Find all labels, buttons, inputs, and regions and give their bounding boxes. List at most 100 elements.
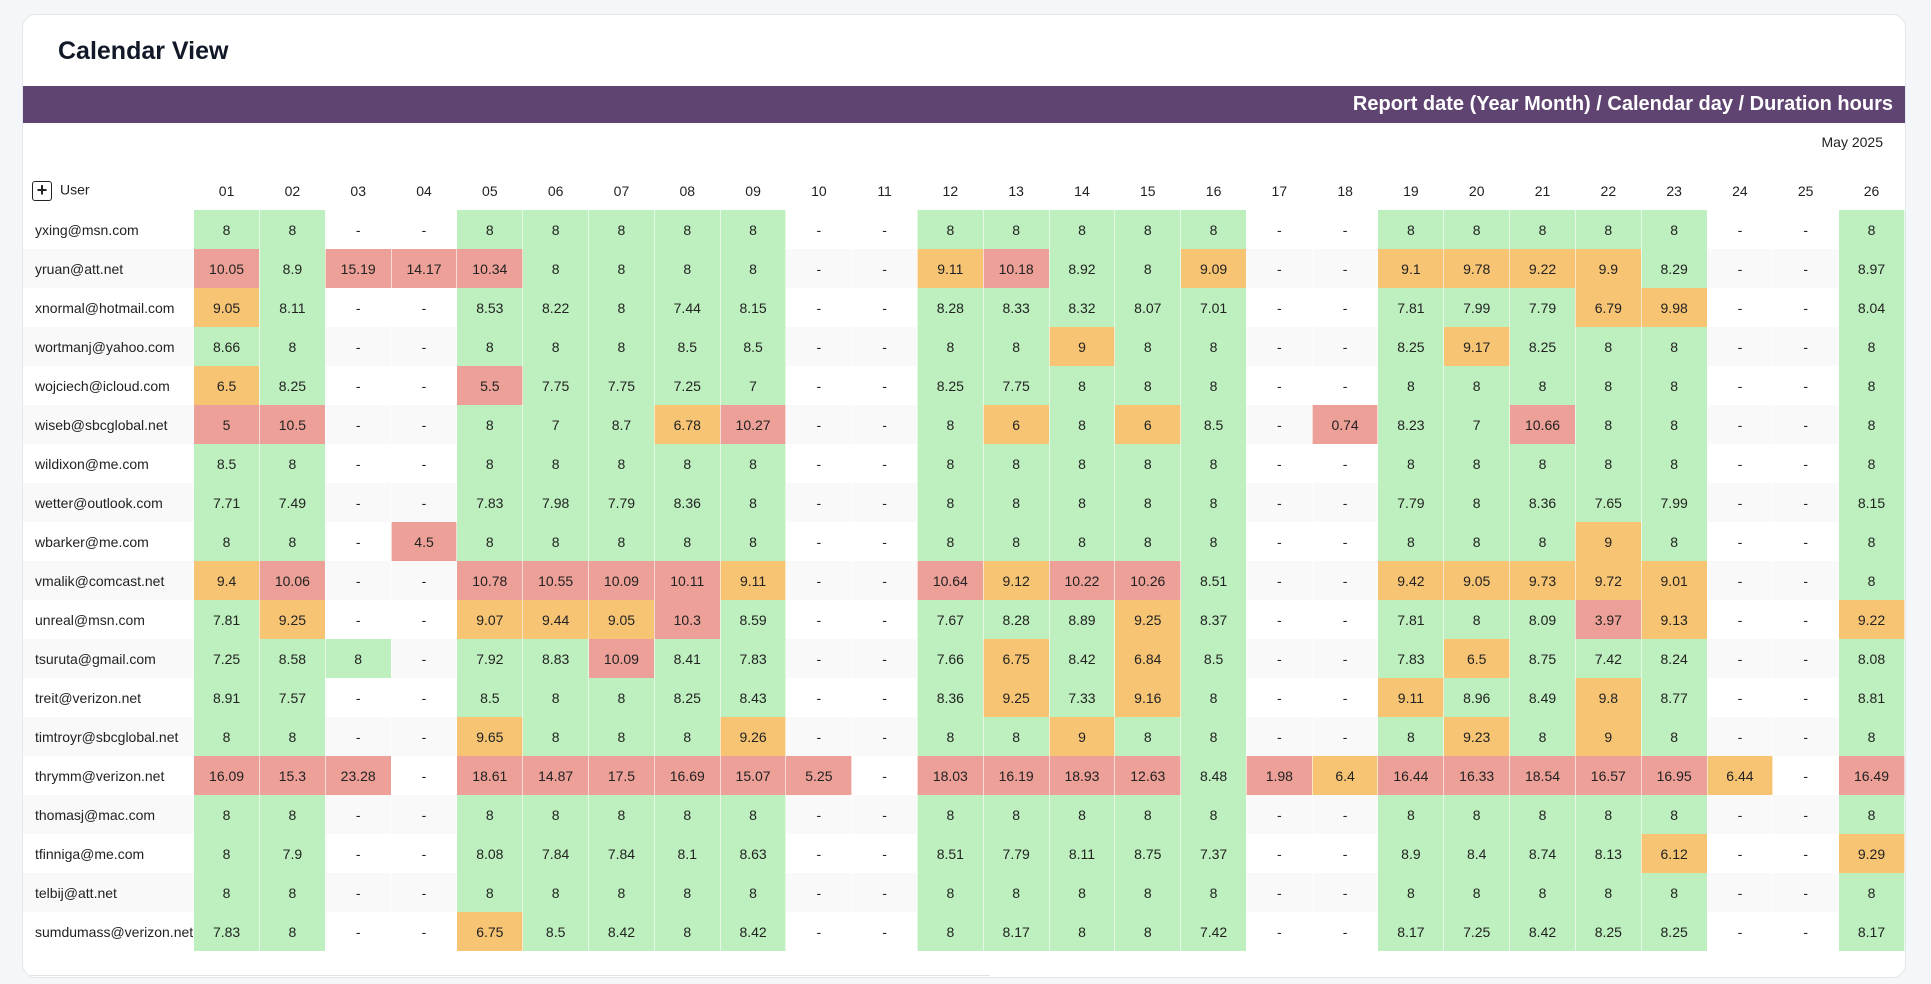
day-header[interactable]: 10 (811, 183, 827, 199)
duration-cell: 8 (720, 210, 787, 249)
duration-cell: - (785, 639, 853, 678)
duration-cell: 7.37 (1180, 834, 1247, 873)
user-cell[interactable]: yxing@msn.com (23, 210, 195, 249)
duration-cell: 8.5 (522, 912, 590, 951)
user-cell[interactable]: thrymm@verizon.net (23, 756, 195, 795)
user-cell[interactable]: xnormal@hotmail.com (23, 288, 195, 327)
duration-cell: 8 (1114, 873, 1182, 912)
user-column-header[interactable]: + User (23, 172, 194, 210)
duration-cell: 6 (1114, 405, 1182, 444)
duration-cell: - (1772, 678, 1839, 717)
user-cell[interactable]: vmalik@comcast.net (23, 561, 195, 600)
day-header[interactable]: 21 (1534, 183, 1551, 199)
day-header[interactable]: 04 (416, 183, 432, 199)
duration-cell: 8 (1180, 483, 1247, 522)
duration-cell: 8 (193, 795, 260, 834)
duration-cell: - (325, 717, 392, 756)
day-header[interactable]: 11 (877, 183, 892, 199)
day-header[interactable]: 25 (1797, 183, 1814, 199)
user-cell[interactable]: tsuruta@gmail.com (23, 639, 195, 678)
duration-cell: 9.9 (1575, 249, 1642, 288)
duration-cell: 8 (1838, 873, 1905, 912)
duration-cell: - (1312, 600, 1379, 639)
duration-cell: - (1772, 717, 1839, 756)
duration-cell: 6.44 (1707, 756, 1774, 795)
duration-cell: - (1246, 483, 1313, 522)
user-cell[interactable]: wiseb@sbcglobal.net (23, 405, 195, 444)
duration-cell: 16.09 (193, 756, 260, 795)
day-header[interactable]: 18 (1337, 183, 1353, 199)
duration-cell: 9.29 (1838, 834, 1905, 873)
duration-cell: - (391, 834, 458, 873)
day-header[interactable]: 06 (547, 183, 564, 199)
day-header[interactable]: 19 (1403, 183, 1419, 199)
user-cell[interactable]: wojciech@icloud.com (23, 366, 195, 405)
duration-cell: - (325, 795, 392, 834)
day-header[interactable]: 22 (1600, 183, 1617, 199)
duration-cell: - (1246, 366, 1313, 405)
duration-cell: - (851, 210, 918, 249)
day-header[interactable]: 14 (1074, 183, 1090, 199)
day-header[interactable]: 24 (1732, 183, 1748, 199)
duration-cell: 8 (1641, 795, 1708, 834)
user-cell[interactable]: wbarker@me.com (23, 522, 195, 561)
user-cell[interactable]: timtroyr@sbcglobal.net (23, 717, 195, 756)
day-header[interactable]: 13 (1008, 183, 1024, 199)
day-header[interactable]: 20 (1468, 183, 1485, 199)
duration-cell: 8 (522, 444, 590, 483)
duration-cell: 10.11 (654, 561, 721, 600)
expand-plus-icon[interactable]: + (32, 181, 52, 201)
duration-cell: 8.51 (917, 834, 984, 873)
duration-cell: 8.74 (1509, 834, 1576, 873)
duration-cell: - (785, 366, 853, 405)
day-header[interactable]: 08 (679, 183, 696, 199)
day-header[interactable]: 07 (613, 183, 630, 199)
duration-cell: 8.75 (1114, 834, 1182, 873)
user-cell[interactable]: wildixon@me.com (23, 444, 195, 483)
day-header[interactable]: 03 (350, 183, 366, 199)
day-header[interactable]: 16 (1205, 183, 1222, 199)
day-header[interactable]: 09 (745, 183, 761, 199)
user-cell[interactable]: thomasj@mac.com (23, 795, 195, 834)
duration-cell: 8 (325, 639, 392, 678)
duration-cell: 7.83 (720, 639, 787, 678)
duration-cell: 8 (456, 444, 524, 483)
duration-cell: 8 (1443, 483, 1511, 522)
duration-cell: 8 (1377, 873, 1445, 912)
duration-cell: 8 (983, 210, 1050, 249)
duration-cell: - (851, 405, 918, 444)
duration-cell: 8 (1049, 405, 1116, 444)
duration-cell: 9.44 (522, 600, 590, 639)
duration-cell: - (1312, 210, 1379, 249)
user-cell[interactable]: yruan@att.net (23, 249, 195, 288)
user-cell[interactable]: tfinniga@me.com (23, 834, 195, 873)
user-cell[interactable]: treit@verizon.net (23, 678, 195, 717)
horizontal-scrollbar[interactable] (30, 975, 990, 984)
duration-cell: 8 (917, 795, 984, 834)
duration-cell: 8 (654, 522, 721, 561)
duration-cell: - (1707, 912, 1774, 951)
duration-cell: 8 (720, 444, 787, 483)
duration-cell: 7.33 (1049, 678, 1116, 717)
user-cell[interactable]: wortmanj@yahoo.com (23, 327, 195, 366)
duration-cell: 10.26 (1114, 561, 1182, 600)
day-header[interactable]: 17 (1271, 183, 1288, 199)
duration-cell: 7.84 (522, 834, 590, 873)
user-cell[interactable]: unreal@msn.com (23, 600, 195, 639)
day-header[interactable]: 05 (482, 183, 498, 199)
user-cell[interactable]: sumdumass@verizon.net (23, 912, 195, 951)
day-header[interactable]: 12 (942, 183, 959, 199)
duration-cell: 8 (983, 795, 1050, 834)
user-cell[interactable]: telbij@att.net (23, 873, 195, 912)
day-header[interactable]: 26 (1863, 183, 1880, 199)
duration-cell: - (1772, 600, 1839, 639)
duration-cell: 9.25 (1114, 600, 1182, 639)
day-header[interactable]: 15 (1139, 183, 1156, 199)
duration-cell: - (851, 912, 918, 951)
day-header[interactable]: 02 (284, 183, 301, 199)
duration-cell: 6.75 (983, 639, 1050, 678)
user-cell[interactable]: wetter@outlook.com (23, 483, 195, 522)
duration-cell: 8 (983, 717, 1050, 756)
day-header[interactable]: 23 (1666, 183, 1682, 199)
day-header[interactable]: 01 (218, 183, 235, 199)
